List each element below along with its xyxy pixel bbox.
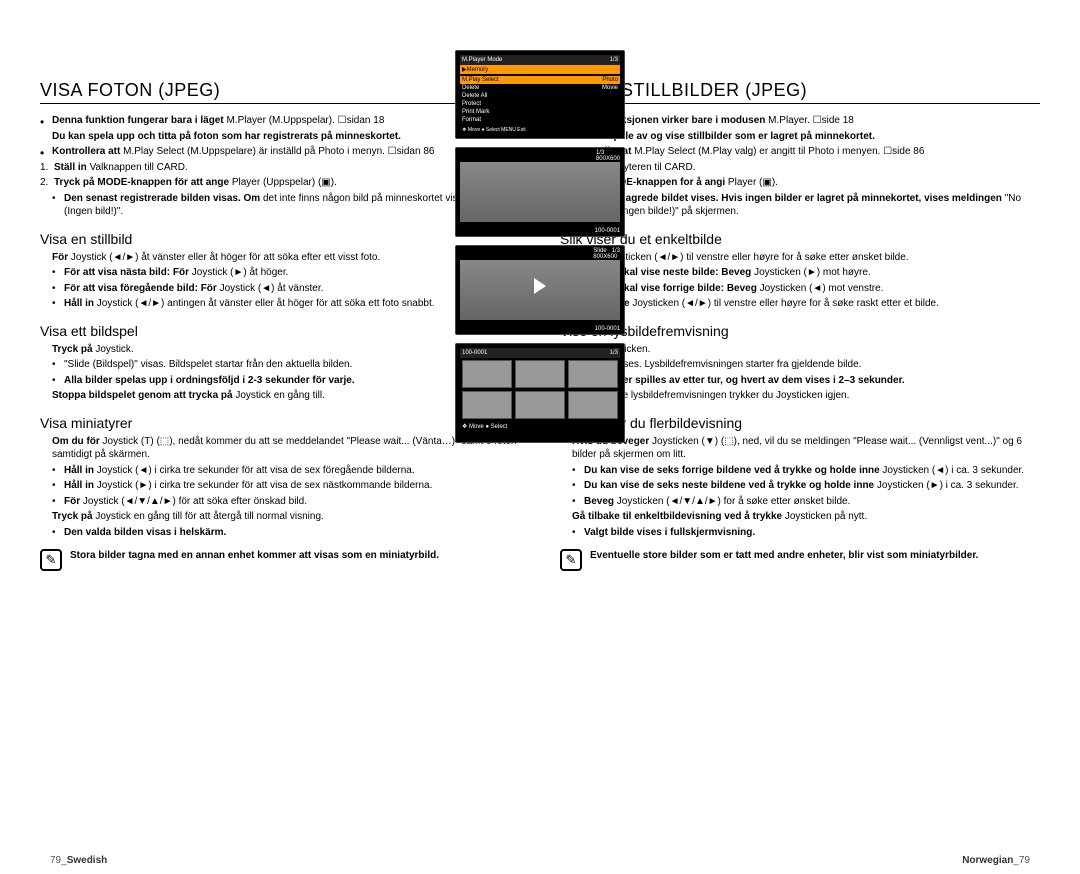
list-item: För att visa nästa bild: För Joystick (►…: [40, 266, 520, 280]
list-item: Beveg Joysticken (◄/►) til venstre eller…: [560, 251, 1040, 265]
menu-item: Delete All: [460, 92, 620, 100]
list-item: Det sist lagrede bildet vises. Hvis inge…: [560, 192, 1040, 219]
list-item: Denne funksjonen virker bare i modusen M…: [560, 114, 1040, 128]
img2-res: 800X600: [593, 254, 617, 260]
img1-res: 800X600: [596, 156, 620, 162]
menu-item: DeleteMovie: [460, 84, 620, 92]
menu-item: Print Mark: [460, 108, 620, 116]
right-intro-list: Denne funksjonen virker bare i modusen M…: [560, 114, 1040, 219]
list-item: Alle bilder spilles av etter tur, og hve…: [560, 374, 1040, 388]
menu-category: ▶Memory: [462, 66, 488, 73]
left-note-text: Stora bilder tagna med en annan enhet ko…: [70, 549, 439, 562]
list-item: Alla bilder spelas upp i ordningsföljd i…: [40, 374, 520, 388]
list-item: Du kan vise de seks neste bildene ved å …: [560, 479, 1040, 493]
left-note: ✎ Stora bilder tagna med en annan enhet …: [40, 549, 520, 571]
page-num-left: 79: [50, 855, 61, 866]
list-item: "Slide" vises. Lysbildefremvisningen sta…: [560, 358, 1040, 372]
right-s2-list: Trykk Joysticken."Slide" vises. Lysbilde…: [560, 343, 1040, 403]
menu-item: Protect: [460, 100, 620, 108]
list-item: "Slide (Bildspel)" visas. Bildspelet sta…: [40, 358, 520, 372]
lang-right: Norwegian: [962, 855, 1013, 866]
list-item: Tryck på Joystick en gång till för att å…: [40, 510, 520, 524]
list-item: Valgt bilde vises i fullskjermvisning.: [560, 526, 1040, 540]
img2-file: 100-0001: [595, 326, 620, 332]
list-item: Når du skal vise forrige bilde: Beveg Jo…: [560, 282, 1040, 296]
lang-left: Swedish: [67, 855, 108, 866]
right-title: SE PÅ STILLBILDER (JPEG): [560, 80, 1040, 104]
list-item: Trykk Joysticken.: [560, 343, 1040, 357]
camera-screen-illustrations: M.Player Mode 1/3 ▶Memory M.Play SelectP…: [455, 50, 625, 443]
list-item: Hvis du beveger Joysticken (▼) (⬚), ned,…: [560, 435, 1040, 462]
left-s3-list: Om du för Joystick (T) (⬚), nedåt kommer…: [40, 435, 520, 540]
list-item: Gå tilbake til enkeltbildevisning ved å …: [560, 510, 1040, 524]
list-item: 2.Tryck på MODE-knappen för att ange Pla…: [40, 176, 520, 190]
screen-slide: Slide 1/3800X600 100-0001: [455, 245, 625, 335]
right-s1-title: Slik viser du et enkeltbilde: [560, 231, 1040, 247]
list-item: Du kan vise de seks forrige bildene ved …: [560, 464, 1040, 478]
thumb-cell: [515, 391, 565, 419]
right-s3-title: Slik bruker du flerbildevisning: [560, 415, 1040, 431]
menu-item: Format: [460, 116, 620, 124]
left-s2-list: Tryck på Joystick."Slide (Bildspel)" vis…: [40, 343, 520, 403]
menu-count: 1/3: [610, 57, 618, 63]
menu-footer: ❖ Move ● Select MENU Exit: [462, 127, 526, 133]
list-item: För Joystick (◄/▼/▲/►) för att söka efte…: [40, 495, 520, 509]
thumb-footer: ❖ Move ● Select: [460, 421, 620, 432]
list-item: Håll in Joystick (►) i cirka tre sekunde…: [40, 479, 520, 493]
list-item: 1.Ställ in Valknappen till CARD.: [40, 161, 520, 175]
thumb-cell: [462, 391, 512, 419]
thumb-cell: [515, 360, 565, 388]
left-title: VISA FOTON (JPEG): [40, 80, 520, 104]
list-item: Du kan spille av og vise stillbilder som…: [560, 130, 1040, 144]
screen-menu: M.Player Mode 1/3 ▶Memory M.Play SelectP…: [455, 50, 625, 139]
note-icon: ✎: [40, 549, 62, 571]
list-item: Kontroller at M.Play Select (M.Play valg…: [560, 145, 1040, 159]
menu-item: M.Play SelectPhoto: [460, 76, 620, 84]
screen-thumbnails: 100-0001 1/3 ❖ Move ● Select: [455, 343, 625, 443]
left-s3-title: Visa miniatyrer: [40, 415, 520, 431]
list-item: För Joystick (◄/►) åt vänster eller åt h…: [40, 251, 520, 265]
left-s1-title: Visa en stillbild: [40, 231, 520, 247]
list-item: För att visa föregående bild: För Joysti…: [40, 282, 520, 296]
list-item: Stoppa bildspelet genom att trycka på Jo…: [40, 389, 520, 403]
list-item: Håll in Joystick (◄/►) antingen åt vänst…: [40, 297, 520, 311]
list-item: Om du för Joystick (T) (⬚), nedåt kommer…: [40, 435, 520, 462]
thumb-count: 1/3: [610, 350, 618, 356]
right-note-text: Eventuelle store bilder som er tatt med …: [590, 549, 978, 562]
list-item: Denna funktion fungerar bara i läget M.P…: [40, 114, 520, 128]
right-s1-list: Beveg Joysticken (◄/►) til venstre eller…: [560, 251, 1040, 311]
right-note: ✎ Eventuelle store bilder som er tatt me…: [560, 549, 1040, 571]
list-item: Den senast registrerade bilden visas. Om…: [40, 192, 520, 219]
left-s1-list: För Joystick (◄/►) åt vänster eller åt h…: [40, 251, 520, 311]
list-item: 1.Sett Valgbryteren til CARD.: [560, 161, 1040, 175]
list-item: Håll in Joystick (◄) i cirka tre sekunde…: [40, 464, 520, 478]
thumb-folder: 100-0001: [462, 350, 487, 356]
play-icon: [534, 278, 546, 294]
right-s3-list: Hvis du beveger Joysticken (▼) (⬚), ned,…: [560, 435, 1040, 540]
list-item: Beveg Joysticken (◄/▼/▲/►) for å søke et…: [560, 495, 1040, 509]
list-item: Kontrollera att M.Play Select (M.Uppspel…: [40, 145, 520, 159]
left-s2-title: Visa ett bildspel: [40, 323, 520, 339]
img1-file: 100-0001: [595, 228, 620, 234]
footer-left: 79_Swedish: [50, 855, 107, 866]
page-num-right: 79: [1019, 855, 1030, 866]
thumb-cell: [568, 391, 618, 419]
list-item: Tryck på Joystick.: [40, 343, 520, 357]
list-item: Den valda bilden visas i helskärm.: [40, 526, 520, 540]
footer-right: Norwegian_79: [962, 855, 1030, 866]
list-item: For å stoppe lysbildefremvisningen trykk…: [560, 389, 1040, 403]
thumb-cell: [462, 360, 512, 388]
thumb-cell: [568, 360, 618, 388]
screen-image-1: 1/3800X600 100-0001: [455, 147, 625, 237]
note-icon: ✎: [560, 549, 582, 571]
list-item: 2.Trykk MODE-knappen for å angi Player (…: [560, 176, 1040, 190]
left-intro-list: Denna funktion fungerar bara i läget M.P…: [40, 114, 520, 219]
menu-title: M.Player Mode: [462, 57, 502, 63]
right-s2-title: Vise en lysbildefremvisning: [560, 323, 1040, 339]
list-item: Hold inne Joysticken (◄/►) til venstre e…: [560, 297, 1040, 311]
list-item: Når du skal vise neste bilde: Beveg Joys…: [560, 266, 1040, 280]
list-item: Du kan spela upp och titta på foton som …: [40, 130, 520, 144]
